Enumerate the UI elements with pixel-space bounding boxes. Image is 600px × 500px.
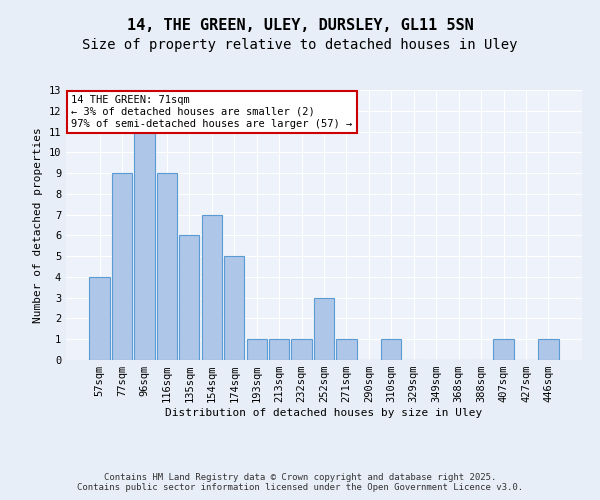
Y-axis label: Number of detached properties: Number of detached properties — [33, 127, 43, 323]
Bar — [314, 298, 334, 360]
Bar — [381, 339, 401, 360]
Text: 14, THE GREEN, ULEY, DURSLEY, GL11 5SN: 14, THE GREEN, ULEY, DURSLEY, GL11 5SN — [127, 18, 473, 32]
Text: Size of property relative to detached houses in Uley: Size of property relative to detached ho… — [82, 38, 518, 52]
Bar — [337, 339, 356, 360]
Bar — [112, 173, 132, 360]
Text: 14 THE GREEN: 71sqm
← 3% of detached houses are smaller (2)
97% of semi-detached: 14 THE GREEN: 71sqm ← 3% of detached hou… — [71, 96, 352, 128]
Bar — [269, 339, 289, 360]
Bar — [247, 339, 267, 360]
Text: Contains HM Land Registry data © Crown copyright and database right 2025.
Contai: Contains HM Land Registry data © Crown c… — [77, 473, 523, 492]
Bar — [179, 236, 199, 360]
Bar — [89, 277, 110, 360]
Bar — [134, 132, 155, 360]
Bar — [538, 339, 559, 360]
Bar — [493, 339, 514, 360]
Bar — [224, 256, 244, 360]
Bar — [157, 173, 177, 360]
Bar — [202, 214, 222, 360]
Bar — [292, 339, 311, 360]
X-axis label: Distribution of detached houses by size in Uley: Distribution of detached houses by size … — [166, 408, 482, 418]
